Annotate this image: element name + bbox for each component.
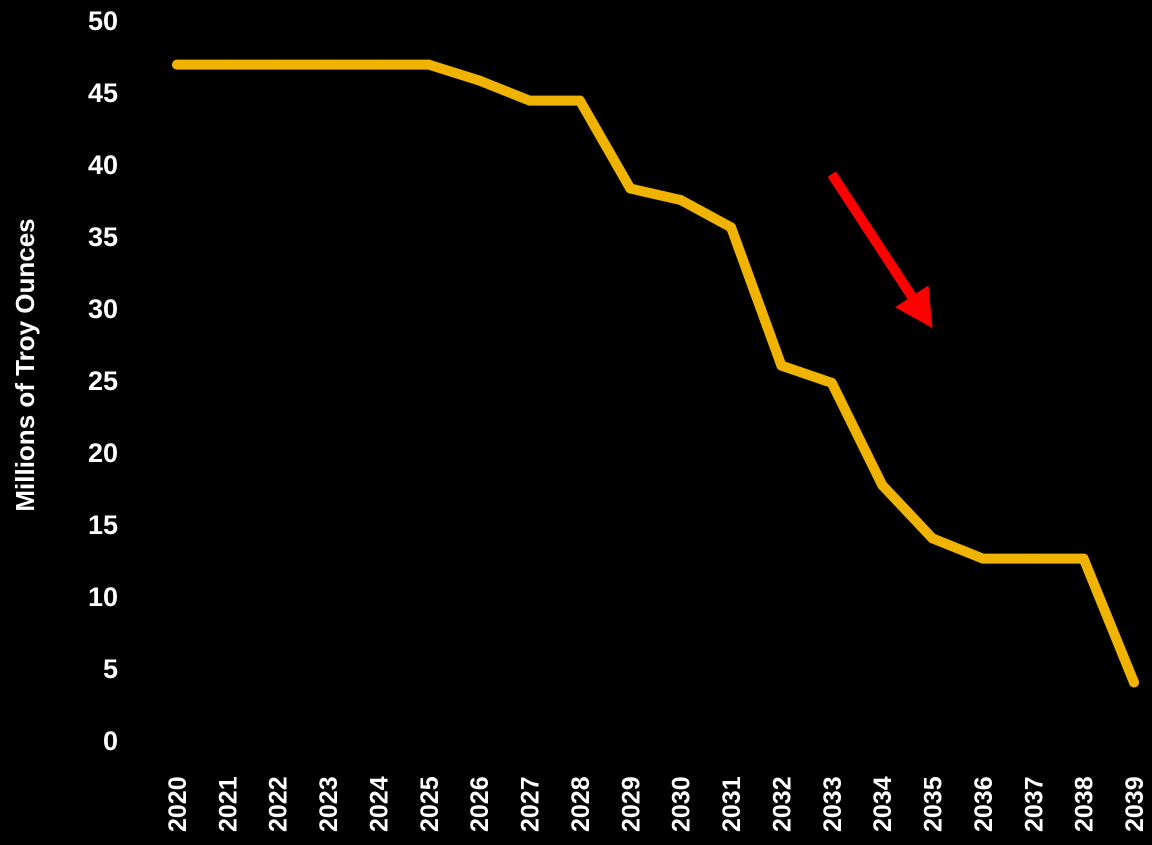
data-point: [877, 480, 888, 491]
y-tick-label: 45: [88, 78, 118, 108]
data-point: [927, 533, 938, 544]
x-tick-label: 2035: [920, 776, 948, 832]
data-point: [977, 553, 988, 564]
x-tick-label: 2026: [466, 776, 494, 832]
x-tick-label: 2030: [668, 776, 696, 832]
y-tick-label: 5: [103, 654, 118, 684]
x-tick-label: 2034: [869, 776, 897, 832]
data-point: [826, 377, 837, 388]
data-point: [524, 95, 535, 106]
series-line: [172, 59, 1139, 688]
y-tick-label: 25: [88, 366, 118, 396]
x-tick-label: 2023: [315, 776, 343, 832]
x-tick-label: 2024: [365, 776, 393, 832]
x-tick-label: 2032: [768, 776, 796, 832]
x-tick-label: 2020: [164, 776, 192, 832]
arrow-shaft: [827, 171, 916, 300]
data-point: [1028, 553, 1039, 564]
y-tick-label: 50: [88, 6, 118, 36]
y-tick-label: 35: [88, 222, 118, 252]
data-point: [726, 222, 737, 233]
series-layer: [172, 59, 1139, 688]
x-tick-label: 2022: [265, 776, 293, 832]
data-point: [423, 59, 434, 70]
data-point: [474, 75, 485, 86]
x-tick-label: 2031: [718, 776, 746, 832]
x-tick-label: 2036: [970, 776, 998, 832]
data-point: [1129, 677, 1139, 688]
data-point: [323, 59, 334, 70]
y-tick-label: 15: [88, 510, 118, 540]
annotation-layer: [827, 171, 933, 329]
data-point: [272, 59, 283, 70]
x-tick-label: 2039: [1121, 776, 1149, 832]
x-tick-label: 2028: [567, 776, 595, 832]
x-tick-label: 2021: [214, 776, 242, 832]
x-axis-ticks: 2020 2021 2022 2023 2024 2025 2026 2027 2028 2029…: [164, 776, 1149, 832]
y-axis-ticks: 0 5 10 15 20 25 30 35 40 45 50: [88, 6, 118, 756]
data-point: [776, 360, 787, 371]
data-point: [574, 95, 585, 106]
y-tick-label: 20: [88, 438, 118, 468]
data-point: [373, 59, 384, 70]
x-tick-label: 2025: [416, 776, 444, 832]
x-tick-label: 2038: [1071, 776, 1099, 832]
data-point: [1078, 553, 1089, 564]
arrow-head: [894, 285, 933, 329]
x-tick-label: 2037: [1020, 776, 1048, 832]
data-point: [675, 195, 686, 205]
x-tick-label: 2027: [517, 776, 545, 832]
x-tick-label: 2033: [819, 776, 847, 832]
y-tick-label: 10: [88, 582, 118, 612]
y-tick-label: 40: [88, 150, 118, 180]
x-tick-label: 2029: [617, 776, 645, 832]
y-axis-label: Millions of Troy Ounces: [10, 218, 40, 511]
y-tick-label: 30: [88, 294, 118, 324]
y-tick-label: 0: [103, 726, 118, 756]
data-point: [222, 59, 233, 70]
data-point: [172, 59, 182, 70]
data-point: [625, 183, 636, 194]
